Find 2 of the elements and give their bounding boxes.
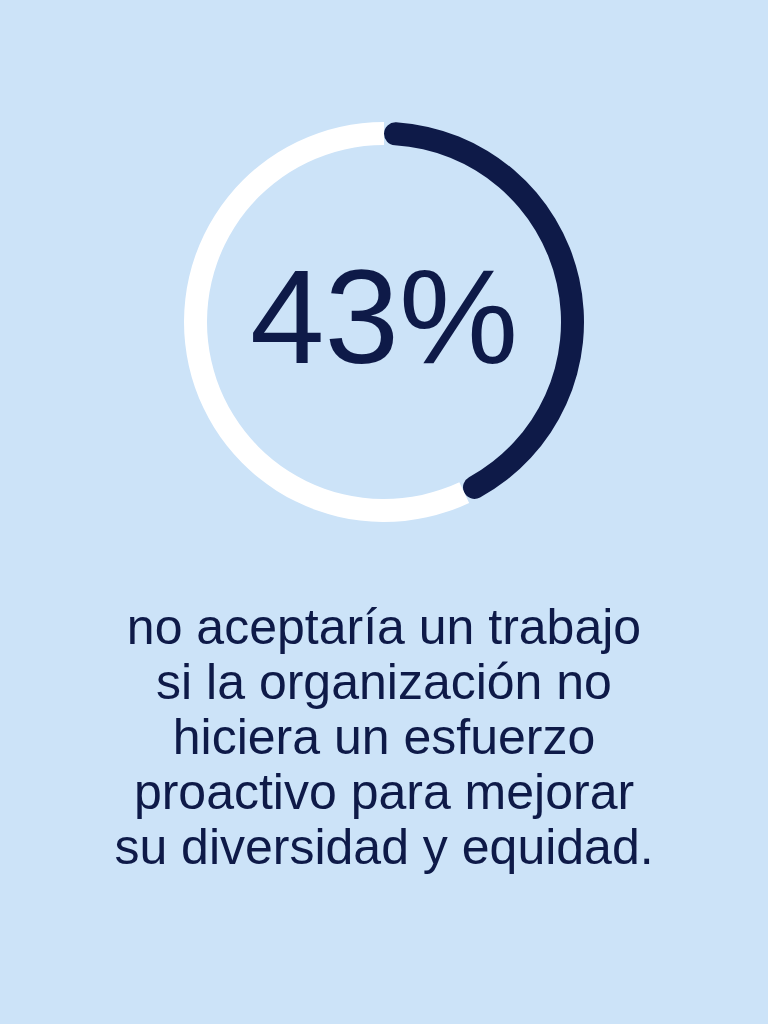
data-label: 43% [249,241,519,391]
text: no aceptaría un trabajo si la organización no hiciera un esfuerzo proactivo para mejorar su diversidad y equidad. [113,599,655,875]
